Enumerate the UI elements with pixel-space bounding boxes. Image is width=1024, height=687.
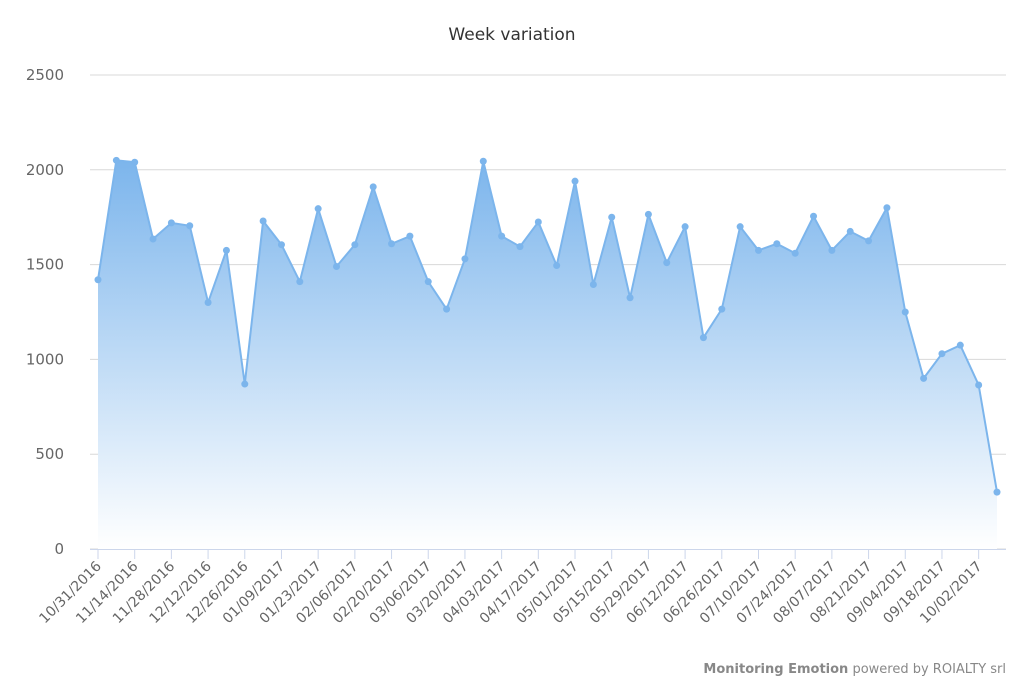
point xyxy=(626,294,634,302)
area xyxy=(98,160,997,549)
point xyxy=(222,246,230,254)
y-tick-label: 500 xyxy=(35,445,64,463)
point xyxy=(369,183,377,191)
y-tick-label: 2500 xyxy=(26,66,64,84)
point xyxy=(259,217,267,225)
point xyxy=(920,374,928,382)
point xyxy=(663,259,671,267)
point xyxy=(883,204,891,212)
point xyxy=(351,241,359,249)
y-tick-label: 1500 xyxy=(26,256,64,274)
point xyxy=(571,177,579,185)
line xyxy=(97,159,998,493)
point xyxy=(810,212,818,220)
point xyxy=(754,246,762,254)
point xyxy=(296,278,304,286)
point xyxy=(149,235,157,243)
point xyxy=(241,380,249,388)
point xyxy=(94,276,102,284)
point xyxy=(828,246,836,254)
point xyxy=(516,243,524,251)
credits-brand: Monitoring Emotion xyxy=(703,662,848,677)
point xyxy=(791,249,799,257)
point xyxy=(846,227,854,235)
point xyxy=(479,157,487,165)
point xyxy=(186,222,194,230)
y-tick-label: 0 xyxy=(54,540,64,558)
point xyxy=(498,232,506,240)
point xyxy=(736,223,744,231)
point xyxy=(901,308,909,316)
point xyxy=(589,281,597,289)
point xyxy=(718,305,726,313)
chart-title: Week variation xyxy=(448,25,575,45)
point xyxy=(314,205,322,213)
point xyxy=(938,350,946,358)
point xyxy=(975,381,983,389)
point xyxy=(388,240,396,248)
point xyxy=(608,213,616,221)
credits: Monitoring Emotion powered by ROIALTY sr… xyxy=(703,662,1006,677)
point xyxy=(553,262,561,270)
point xyxy=(773,240,781,248)
point xyxy=(993,488,1001,496)
point xyxy=(167,219,175,227)
point xyxy=(277,241,285,249)
point xyxy=(424,278,432,286)
point xyxy=(865,237,873,245)
point xyxy=(112,156,120,164)
point xyxy=(534,218,542,226)
point xyxy=(204,299,212,307)
y-tick-label: 1000 xyxy=(26,350,64,368)
point xyxy=(699,334,707,342)
point xyxy=(644,210,652,218)
point xyxy=(406,232,414,240)
point xyxy=(461,255,469,263)
credits-text: powered by ROIALTY srl xyxy=(852,662,1006,677)
point xyxy=(956,341,964,349)
point xyxy=(681,223,689,231)
point xyxy=(443,305,451,313)
point xyxy=(131,158,139,166)
point xyxy=(333,262,341,270)
y-tick-label: 2000 xyxy=(26,161,64,179)
